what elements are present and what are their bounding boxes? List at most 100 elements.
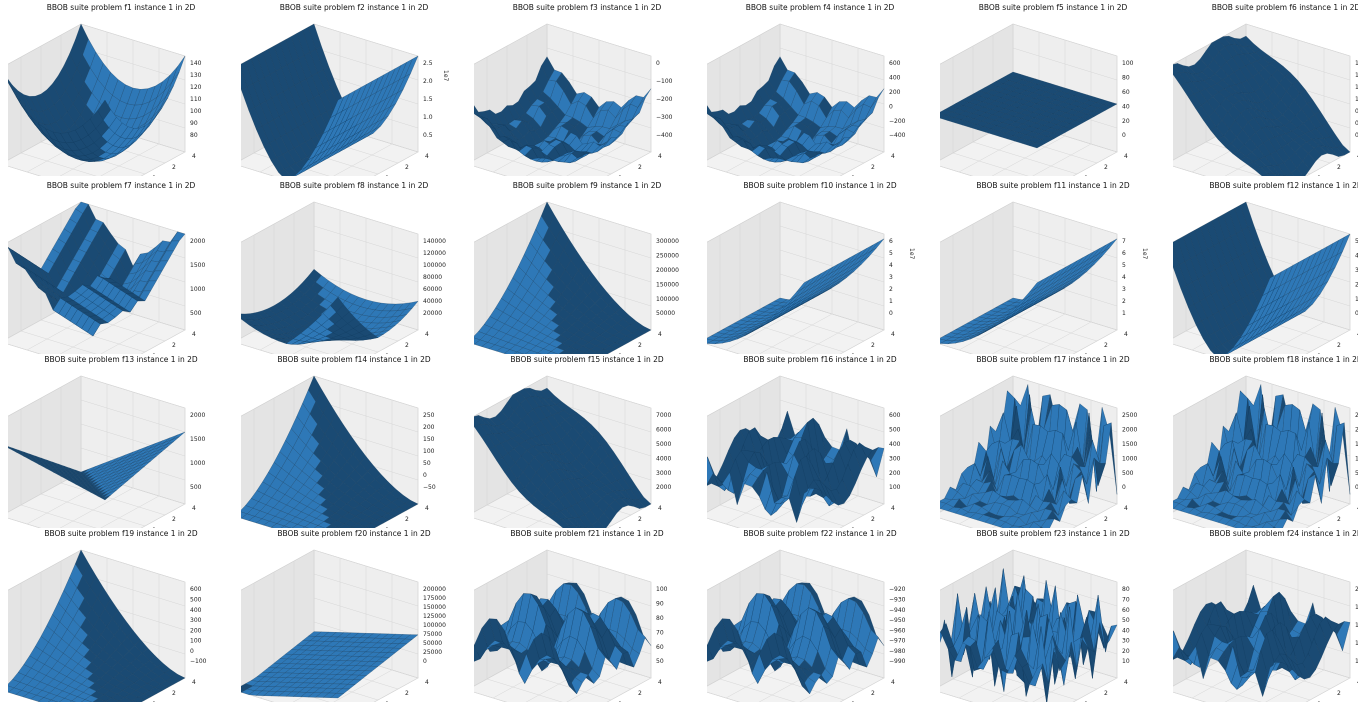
z-tick-label: 80 <box>1122 75 1130 82</box>
gridline <box>779 399 885 433</box>
surface-axes: −4−2024420−2−46005004003002001000−100 <box>8 549 207 702</box>
y-tick-label: 4 <box>192 331 196 338</box>
gridline <box>80 375 186 409</box>
z-tick-label: 200000 <box>656 267 679 274</box>
surface-axes: −4−2024420−2−465432101e7 <box>707 201 915 354</box>
gridline <box>1072 503 1118 528</box>
y-tick-label: 0 <box>1317 527 1321 528</box>
gridline <box>1012 23 1118 57</box>
surface-facet <box>597 349 612 354</box>
y-tick-label: 0 <box>1084 353 1088 354</box>
surface-mesh <box>474 582 652 695</box>
gridline <box>486 678 563 702</box>
surface-facet <box>330 693 345 699</box>
z-tick-label: 400 <box>889 75 901 82</box>
gridline <box>1305 329 1351 354</box>
surface-mesh <box>707 56 885 163</box>
plot-title: BBOB suite problem f20 instance 1 in 2D <box>277 529 431 538</box>
plot-title: BBOB suite problem f18 instance 1 in 2D <box>1209 355 1358 364</box>
y-tick-label: 0 <box>385 701 389 702</box>
surface-facet <box>338 523 352 528</box>
z-tick-label: 140000 <box>423 238 446 245</box>
z-tick-label: 1000 <box>190 460 205 467</box>
z-tick-label: 10000 <box>1355 455 1358 462</box>
surface-axes: −4−2024420−2−4600500400300200100 <box>707 375 901 528</box>
z-tick-label: 600 <box>190 586 202 593</box>
gridline <box>707 165 740 176</box>
surface-axes: −4−2024420−2−4200015001000500 <box>8 375 205 528</box>
surface-plot-6: BBOB suite problem f6 instance 1 in 2D−4… <box>1173 0 1358 176</box>
gridline <box>839 329 885 354</box>
surface-facet <box>1242 525 1254 528</box>
surface-facet <box>796 279 810 293</box>
gridline <box>241 691 274 702</box>
z-tick-label: 400 <box>889 441 901 448</box>
surface-mesh <box>474 387 652 528</box>
gridline <box>779 249 885 283</box>
gridline <box>40 493 146 527</box>
z-tick-label: 150000 <box>423 604 446 611</box>
gridline <box>313 201 419 235</box>
surface-facet <box>594 352 603 354</box>
y-tick-label: 2 <box>1337 342 1341 349</box>
z-tick-label: 110 <box>190 96 202 103</box>
surface-facet <box>586 525 596 528</box>
z-tick-label: 1.00 <box>1355 96 1358 103</box>
y-tick-label: 0 <box>385 175 389 176</box>
plot-title: BBOB suite problem f17 instance 1 in 2D <box>976 355 1130 364</box>
surface-facet <box>84 695 99 702</box>
y-tick-label: 2 <box>1104 516 1108 523</box>
gridline <box>1072 151 1118 176</box>
z-tick-label: 40 <box>1122 103 1130 110</box>
gridline <box>20 152 97 176</box>
y-tick-label: 0 <box>618 175 622 176</box>
y-tick-label: 4 <box>1124 153 1128 160</box>
surface-mesh <box>707 410 885 523</box>
y-tick-label: 2 <box>405 516 409 523</box>
surface-facet <box>1251 526 1257 528</box>
surface-facet <box>563 132 577 146</box>
gridline <box>566 143 626 176</box>
y-tick-label: 0 <box>618 527 622 528</box>
z-offset-label: 1e7 <box>1141 248 1148 260</box>
z-tick-label: 80000 <box>423 274 442 281</box>
z-tick-label: 0.50 <box>1355 120 1358 127</box>
gridline <box>707 517 740 528</box>
surface-plot-21: BBOB suite problem f21 instance 1 in 2D−… <box>474 526 700 702</box>
z-tick-label: 100 <box>423 448 435 455</box>
gridline <box>313 225 419 259</box>
z-tick-label: 2000 <box>656 484 671 491</box>
z-tick-label: 0.5 <box>423 132 433 139</box>
surface-facet <box>105 697 119 702</box>
surface-facet <box>597 512 612 528</box>
z-tick-label: 300 <box>190 617 202 624</box>
surface-facet <box>118 697 133 702</box>
z-tick-label: 0.25 <box>1355 132 1358 139</box>
z-tick-label: 600 <box>889 412 901 419</box>
z-tick-label: 400 <box>190 607 202 614</box>
z-tick-label: 50000 <box>656 310 675 317</box>
surface-facet <box>131 697 146 702</box>
gridline <box>779 47 885 81</box>
z-tick-label: 500 <box>889 427 901 434</box>
gridline <box>373 677 419 702</box>
surface-mesh <box>241 23 419 176</box>
z-tick-label: 0.75 <box>1355 108 1358 115</box>
surface-facet <box>1262 274 1276 296</box>
z-tick-label: 4000 <box>656 455 671 462</box>
surface-mesh <box>8 23 186 162</box>
z-tick-label: 2 <box>889 286 893 293</box>
surface-facet <box>564 525 572 528</box>
surface-facet <box>59 698 73 702</box>
z-tick-label: 200 <box>889 470 901 477</box>
plot-title: BBOB suite problem f1 instance 1 in 2D <box>46 3 196 12</box>
y-tick-label: 0 <box>1084 527 1088 528</box>
gridline <box>80 201 186 235</box>
surface-facet <box>1267 173 1277 176</box>
y-tick-label: 2 <box>405 164 409 171</box>
surface-facet <box>97 99 111 121</box>
y-tick-label: 0 <box>1317 353 1321 354</box>
gridline <box>546 375 652 409</box>
plot-title: BBOB suite problem f4 instance 1 in 2D <box>745 3 895 12</box>
y-tick-label: 0 <box>851 527 855 528</box>
